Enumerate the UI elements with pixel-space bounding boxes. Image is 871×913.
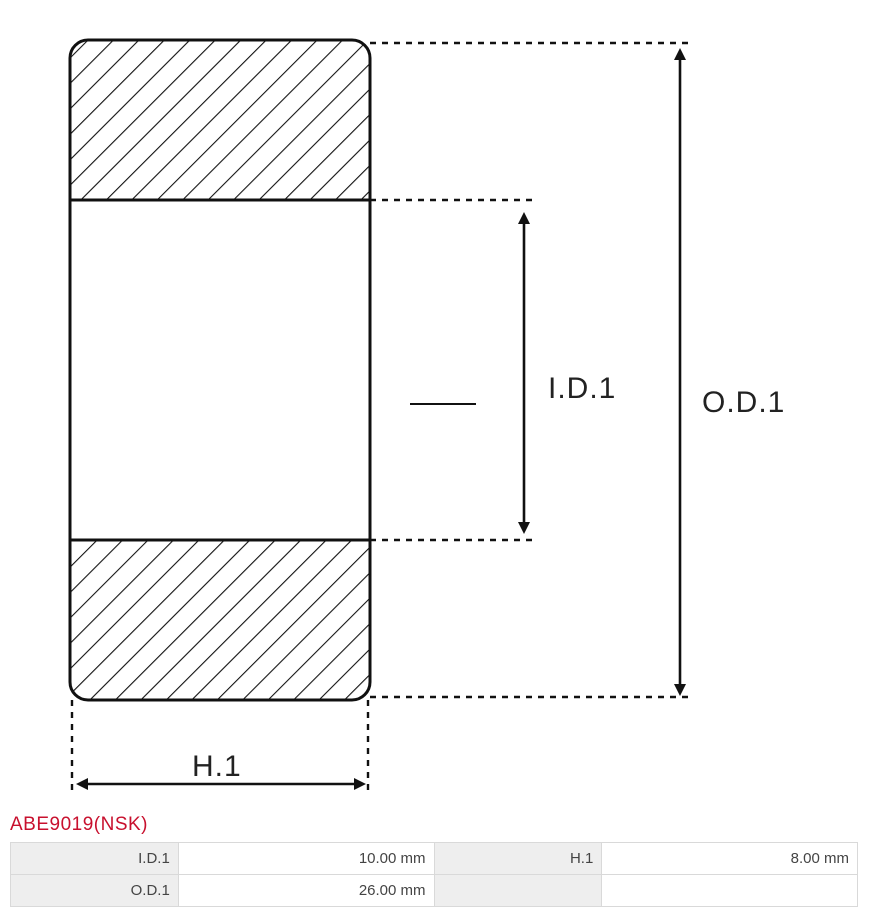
id-label: I.D.1 — [548, 372, 616, 406]
bearing-body — [70, 40, 476, 700]
table-row: O.D.1 26.00 mm — [11, 875, 858, 907]
cell-label: H.1 — [434, 843, 602, 875]
cell-value: 8.00 mm — [602, 843, 858, 875]
spec-table: I.D.1 10.00 mm H.1 8.00 mm O.D.1 26.00 m… — [10, 842, 858, 907]
od-label: O.D.1 — [702, 386, 785, 420]
cell-label: O.D.1 — [11, 875, 179, 907]
table-row: I.D.1 10.00 mm H.1 8.00 mm — [11, 843, 858, 875]
cell-value: 26.00 mm — [178, 875, 434, 907]
bearing-diagram: O.D.1 I.D.1 H.1 — [0, 0, 871, 810]
h-label: H.1 — [192, 750, 242, 784]
part-number-title: ABE9019(NSK) — [0, 810, 871, 842]
cell-value: 10.00 mm — [178, 843, 434, 875]
page-root: O.D.1 I.D.1 H.1 ABE9019(NSK) I.D.1 10.00… — [0, 0, 871, 907]
cell-label — [434, 875, 602, 907]
cell-label: I.D.1 — [11, 843, 179, 875]
cell-value — [602, 875, 858, 907]
